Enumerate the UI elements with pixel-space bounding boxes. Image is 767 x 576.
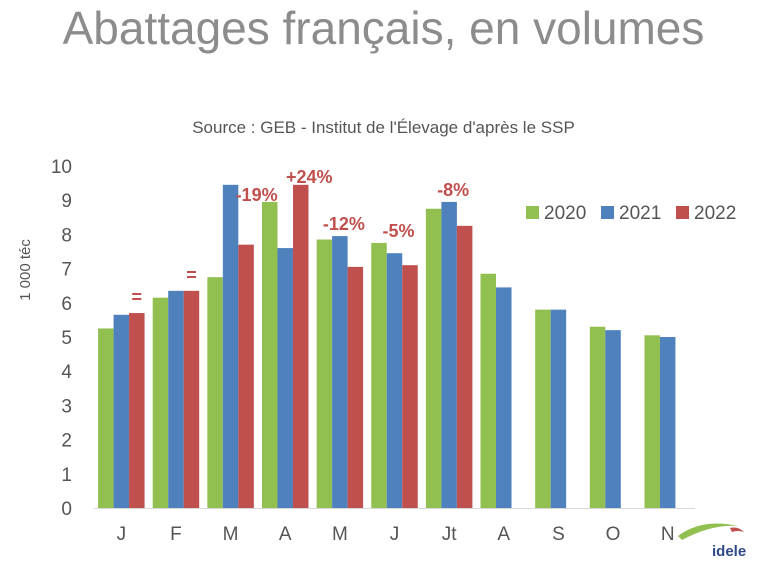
y-tick-label: 10	[51, 157, 72, 178]
x-tick-label: Jt	[442, 524, 458, 545]
chart-annotations: = = -19% +24% -12% -5% -8%	[132, 167, 470, 307]
bar-2021-7	[496, 287, 512, 508]
x-tick-label: F	[170, 524, 182, 545]
bar-2020-3	[261, 201, 278, 508]
bar-2022-3	[292, 184, 309, 508]
legend-label-2022: 2022	[694, 203, 736, 224]
chart-subtitle: Source : GEB - Institut de l'Élevage d'a…	[192, 118, 575, 137]
x-tick-label: S	[552, 524, 565, 545]
bar-2020-7	[480, 273, 497, 508]
bar-2020-5	[371, 242, 387, 508]
y-tick-label: 6	[61, 294, 72, 315]
chart-axes: 1 000 téc 0 1 2 3 4 5 6 7 8 9 10 J F M A M J Jt A S O N	[17, 157, 695, 545]
bar-2020-6	[425, 208, 442, 508]
y-tick-label: 2	[61, 431, 72, 452]
bar-2021-2	[222, 184, 239, 508]
y-tick-label: 4	[61, 362, 72, 383]
x-tick-label: A	[497, 524, 510, 545]
x-tick-label: J	[117, 524, 127, 545]
x-tick-label: N	[661, 524, 675, 545]
x-tick-label: J	[390, 524, 400, 545]
chart-bars	[98, 184, 676, 509]
idele-logo: idele	[672, 516, 752, 566]
bar-2022-4	[347, 266, 364, 508]
logo-text: idele	[712, 543, 746, 560]
y-tick-label: 9	[61, 191, 72, 212]
bar-2021-0	[113, 314, 130, 508]
y-tick-label: 8	[61, 225, 72, 246]
bar-2022-6	[456, 225, 473, 508]
bar-2022-5	[402, 265, 418, 508]
bar-2021-6	[441, 201, 457, 508]
legend-swatch-2021	[601, 206, 614, 219]
y-tick-label: 5	[61, 328, 72, 349]
y-tick-label: 7	[61, 260, 72, 281]
annotation-3: +24%	[286, 167, 333, 187]
legend-label-2021: 2021	[619, 203, 661, 224]
bar-2022-1	[183, 290, 200, 508]
bar-2020-8	[535, 309, 551, 508]
annotation-1: =	[186, 265, 197, 285]
annotation-2: -19%	[236, 185, 278, 205]
annotation-5: -5%	[382, 221, 414, 241]
bar-2021-3	[277, 248, 293, 508]
legend-swatch-2020	[526, 206, 539, 219]
x-tick-label: O	[606, 524, 621, 545]
bar-2022-2	[238, 244, 254, 508]
x-tick-label: M	[223, 524, 239, 545]
y-axis-label: 1 000 téc	[17, 239, 34, 301]
y-tick-label: 3	[61, 396, 72, 417]
bar-2020-1	[152, 297, 169, 508]
bar-2021-5	[386, 253, 403, 508]
x-tick-label: M	[332, 524, 348, 545]
annotation-4: -12%	[323, 214, 365, 234]
y-tick-label: 0	[61, 499, 72, 520]
bar-2020-0	[98, 328, 114, 508]
annotation-6: -8%	[437, 180, 469, 200]
annotation-0: =	[132, 287, 143, 307]
bar-2020-2	[207, 277, 223, 508]
chart-title: Abattages français, en volumes	[62, 2, 705, 54]
bar-2021-4	[332, 236, 348, 509]
legend-swatch-2022	[676, 206, 689, 219]
chart-legend: 2020 2021 2022	[526, 203, 736, 224]
x-tick-label: A	[279, 524, 292, 545]
bar-2020-10	[644, 335, 660, 508]
bar-2021-9	[605, 330, 621, 508]
y-tick-label: 1	[61, 465, 72, 486]
bar-2021-1	[168, 290, 184, 508]
legend-label-2020: 2020	[544, 203, 586, 224]
bar-2021-8	[550, 309, 567, 508]
bar-2020-4	[316, 239, 333, 508]
bar-2020-9	[589, 326, 606, 508]
bar-2022-0	[129, 313, 145, 508]
bar-2021-10	[659, 337, 676, 508]
